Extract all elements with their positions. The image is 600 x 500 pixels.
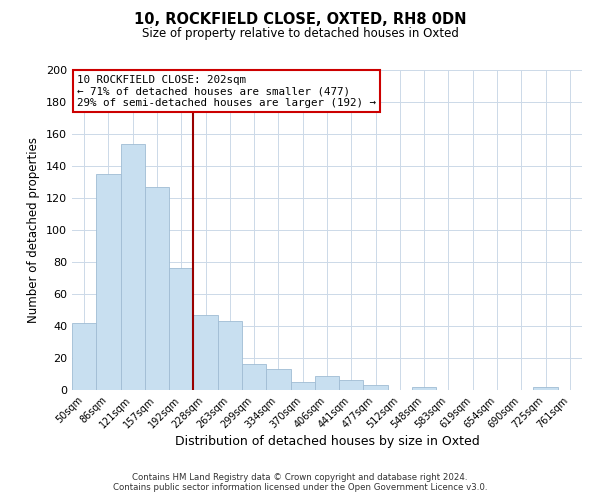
Bar [193,315,218,390]
Bar [242,364,266,390]
Y-axis label: Number of detached properties: Number of detached properties [28,137,40,323]
X-axis label: Distribution of detached houses by size in Oxted: Distribution of detached houses by size … [175,436,479,448]
Text: Size of property relative to detached houses in Oxted: Size of property relative to detached ho… [142,28,458,40]
Bar [169,268,193,390]
Text: Contains public sector information licensed under the Open Government Licence v3: Contains public sector information licen… [113,484,487,492]
Bar [266,369,290,390]
Bar [96,174,121,390]
Text: Contains HM Land Registry data © Crown copyright and database right 2024.: Contains HM Land Registry data © Crown c… [132,474,468,482]
Bar [412,387,436,390]
Bar [72,323,96,390]
Text: 10, ROCKFIELD CLOSE, OXTED, RH8 0DN: 10, ROCKFIELD CLOSE, OXTED, RH8 0DN [134,12,466,28]
Bar [218,321,242,390]
Bar [364,385,388,390]
Bar [145,187,169,390]
Text: 10 ROCKFIELD CLOSE: 202sqm
← 71% of detached houses are smaller (477)
29% of sem: 10 ROCKFIELD CLOSE: 202sqm ← 71% of deta… [77,75,376,108]
Bar [121,144,145,390]
Bar [339,380,364,390]
Bar [315,376,339,390]
Bar [533,387,558,390]
Bar [290,382,315,390]
